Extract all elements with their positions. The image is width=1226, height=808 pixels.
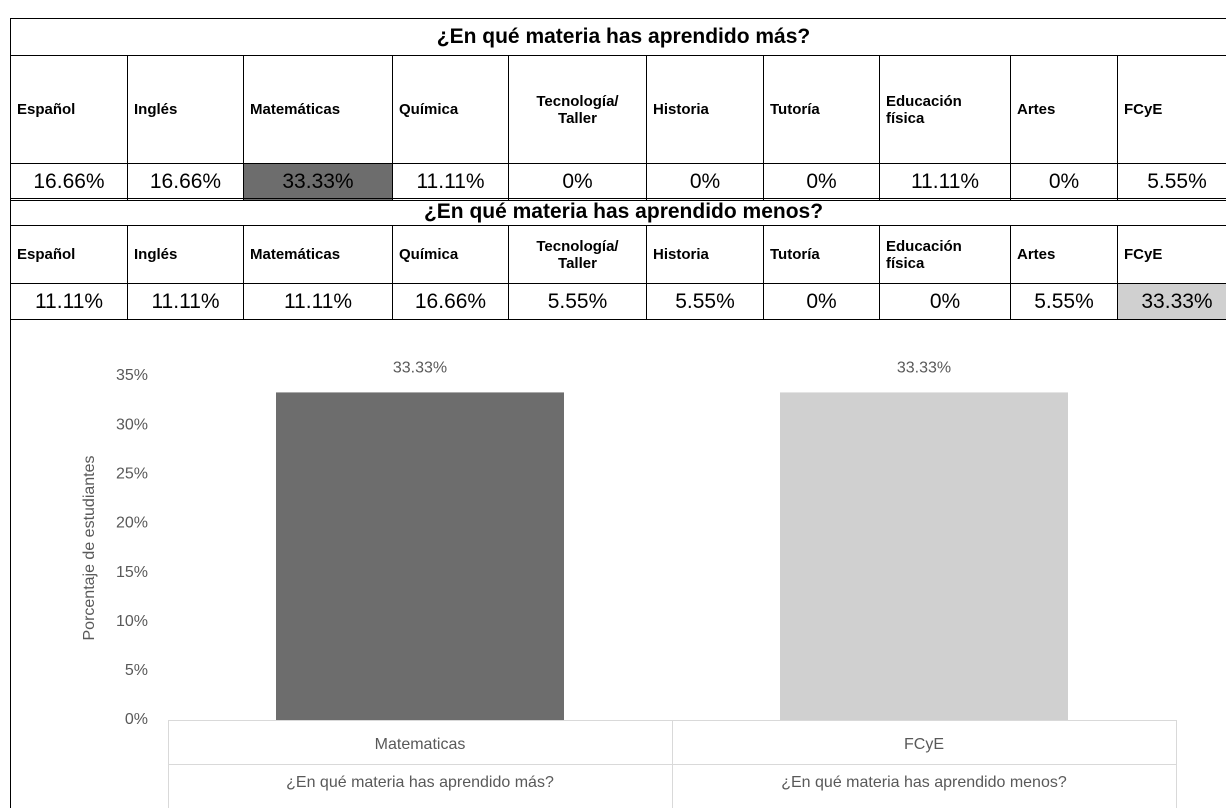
- value-cell: 0%: [1010, 163, 1118, 201]
- value-cell: 5.55%: [1117, 163, 1226, 201]
- column-header: Educación física: [879, 225, 1011, 284]
- table-title: ¿En qué materia has aprendido más?: [10, 18, 1226, 56]
- x-tick-label: FCyE: [904, 736, 944, 753]
- column-header: Artes: [1010, 225, 1118, 284]
- column-header: Educación física: [879, 55, 1011, 164]
- column-header: Tecnología/ Taller: [508, 55, 647, 164]
- y-tick-label: 30%: [116, 416, 148, 433]
- column-header: Tutoría: [763, 55, 880, 164]
- column-header: Tecnología/ Taller: [508, 225, 647, 284]
- column-header: FCyE: [1117, 225, 1226, 284]
- column-header: Matemáticas: [243, 55, 393, 164]
- column-header: Historia: [646, 225, 764, 284]
- column-header: Tutoría: [763, 225, 880, 284]
- bar: [276, 392, 564, 720]
- value-cell: 5.55%: [508, 283, 647, 320]
- group-label: ¿En qué materia has aprendido menos?: [781, 774, 1067, 791]
- value-cell: 33.33%: [243, 163, 393, 201]
- column-header: Artes: [1010, 55, 1118, 164]
- column-header: FCyE: [1117, 55, 1226, 164]
- value-cell: 11.11%: [243, 283, 393, 320]
- y-tick-label: 10%: [116, 613, 148, 630]
- group-label: ¿En qué materia has aprendido más?: [286, 774, 554, 791]
- y-tick-label: 5%: [125, 662, 148, 679]
- value-cell: 0%: [646, 163, 764, 201]
- column-header: Historia: [646, 55, 764, 164]
- y-tick-label: 0%: [125, 711, 148, 728]
- value-cell: 5.55%: [646, 283, 764, 320]
- value-cell: 0%: [763, 283, 880, 320]
- value-cell: 5.55%: [1010, 283, 1118, 320]
- value-cell: 16.66%: [10, 163, 128, 201]
- column-header: Inglés: [127, 225, 244, 284]
- value-cell: 0%: [763, 163, 880, 201]
- column-header: Química: [392, 55, 509, 164]
- bar: [780, 392, 1068, 720]
- value-cell: 16.66%: [127, 163, 244, 201]
- y-tick-label: 20%: [116, 515, 148, 532]
- y-axis-title: Porcentaje de estudiantes: [81, 455, 98, 640]
- x-tick-label: Matematicas: [375, 736, 466, 753]
- column-header: Matemáticas: [243, 225, 393, 284]
- column-header: Química: [392, 225, 509, 284]
- column-header: Español: [10, 225, 128, 284]
- value-cell: 16.66%: [392, 283, 509, 320]
- column-header: Español: [10, 55, 128, 164]
- data-label: 33.33%: [393, 360, 447, 377]
- value-cell: 11.11%: [10, 283, 128, 320]
- value-cell: 11.11%: [392, 163, 509, 201]
- value-cell: 33.33%: [1117, 283, 1226, 320]
- table-title: ¿En qué materia has aprendido menos?: [10, 198, 1226, 226]
- column-header: Inglés: [127, 55, 244, 164]
- y-tick-label: 15%: [116, 564, 148, 581]
- value-cell: 11.11%: [127, 283, 244, 320]
- value-cell: 11.11%: [879, 163, 1011, 201]
- y-tick-label: 25%: [116, 466, 148, 483]
- data-label: 33.33%: [897, 360, 951, 377]
- value-cell: 0%: [508, 163, 647, 201]
- y-tick-label: 35%: [116, 367, 148, 384]
- value-cell: 0%: [879, 283, 1011, 320]
